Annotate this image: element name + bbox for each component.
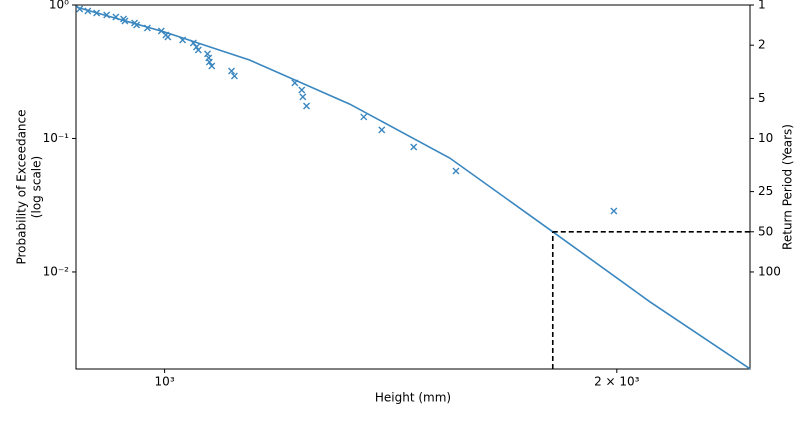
data-point (303, 102, 311, 110)
data-point (121, 17, 129, 25)
fit-line (75, 6, 751, 370)
y-tick-label: 10⁰ (49, 0, 69, 12)
data-point (205, 58, 213, 66)
y-tick-label: 10⁻² (43, 264, 70, 278)
data-point (133, 21, 141, 29)
data-point (360, 113, 368, 121)
data-point (298, 86, 306, 94)
data-point (208, 62, 216, 70)
data-point (291, 79, 299, 87)
data-point (84, 7, 92, 15)
data-point (228, 67, 236, 75)
data-point (204, 50, 212, 58)
data-point (378, 126, 386, 134)
data-point (194, 46, 202, 54)
data-point (452, 167, 460, 175)
y2-tick-label: 5 (758, 91, 766, 105)
data-point (103, 11, 111, 19)
x-axis-label: Height (mm) (375, 391, 451, 405)
data-point (410, 143, 418, 151)
y-axis-label: Probability of Exceedance (15, 109, 29, 264)
data-point (143, 24, 151, 32)
y-axis-label: (log scale) (30, 156, 44, 218)
data-point (112, 13, 120, 21)
y2-tick-label: 50 (758, 224, 773, 238)
data-point (610, 207, 618, 215)
y2-tick-label: 25 (758, 184, 773, 198)
y2-tick-label: 10 (758, 131, 773, 145)
x-tick-label: 10³ (155, 375, 175, 389)
y2-tick-label: 1 (758, 0, 766, 12)
plot-frame (75, 4, 751, 370)
x-tick-label: 2 × 10³ (594, 375, 640, 389)
y2-tick-label: 100 (758, 264, 781, 278)
data-point (179, 36, 187, 44)
y2-tick-label: 2 (758, 38, 766, 52)
y2-axis-label: Return Period (Years) (781, 124, 795, 250)
data-point (230, 72, 238, 80)
y-tick-label: 10⁻¹ (43, 131, 70, 145)
data-point (299, 93, 307, 101)
data-point (93, 9, 101, 17)
data-point (76, 5, 84, 13)
data-point (164, 33, 172, 41)
